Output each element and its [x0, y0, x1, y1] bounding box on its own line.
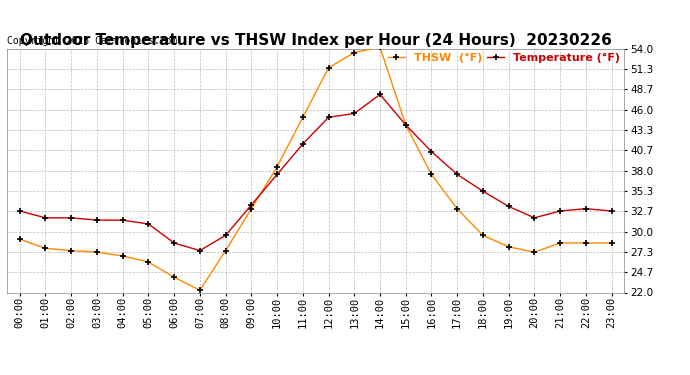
Temperature (°F): [427, 149, 435, 154]
Temperature (°F): [119, 218, 127, 222]
THSW  (°F): [67, 248, 75, 253]
THSW  (°F): [479, 233, 487, 238]
THSW  (°F): [196, 288, 204, 292]
THSW  (°F): [221, 248, 230, 253]
Temperature (°F): [453, 172, 462, 177]
Temperature (°F): [273, 172, 282, 177]
Temperature (°F): [221, 233, 230, 238]
THSW  (°F): [299, 115, 307, 120]
Line: THSW  (°F): THSW (°F): [17, 44, 615, 294]
Temperature (°F): [196, 248, 204, 253]
Temperature (°F): [67, 216, 75, 220]
Temperature (°F): [93, 218, 101, 222]
Temperature (°F): [247, 202, 255, 207]
THSW  (°F): [504, 244, 513, 249]
Temperature (°F): [16, 209, 24, 213]
Temperature (°F): [41, 216, 50, 220]
THSW  (°F): [144, 260, 152, 264]
THSW  (°F): [427, 172, 435, 177]
THSW  (°F): [376, 45, 384, 50]
THSW  (°F): [324, 66, 333, 70]
THSW  (°F): [530, 250, 538, 254]
THSW  (°F): [247, 207, 255, 211]
THSW  (°F): [556, 241, 564, 245]
THSW  (°F): [41, 246, 50, 250]
THSW  (°F): [402, 123, 410, 127]
Temperature (°F): [299, 142, 307, 146]
Temperature (°F): [607, 209, 615, 213]
THSW  (°F): [582, 241, 590, 245]
Text: Copyright 2023 Cartronics.com: Copyright 2023 Cartronics.com: [7, 36, 177, 46]
Temperature (°F): [376, 92, 384, 97]
Temperature (°F): [324, 115, 333, 120]
THSW  (°F): [16, 237, 24, 242]
Title: Outdoor Temperature vs THSW Index per Hour (24 Hours)  20230226: Outdoor Temperature vs THSW Index per Ho…: [20, 33, 611, 48]
Temperature (°F): [582, 207, 590, 211]
Temperature (°F): [144, 222, 152, 226]
THSW  (°F): [607, 241, 615, 245]
THSW  (°F): [453, 207, 462, 211]
Line: Temperature (°F): Temperature (°F): [17, 91, 615, 254]
Legend: THSW  (°F), Temperature (°F): THSW (°F), Temperature (°F): [384, 49, 624, 68]
THSW  (°F): [93, 250, 101, 254]
THSW  (°F): [273, 165, 282, 169]
Temperature (°F): [170, 241, 178, 245]
Temperature (°F): [504, 204, 513, 209]
Temperature (°F): [402, 123, 410, 127]
THSW  (°F): [119, 254, 127, 258]
Temperature (°F): [350, 111, 358, 116]
Temperature (°F): [556, 209, 564, 213]
THSW  (°F): [350, 50, 358, 55]
Temperature (°F): [530, 216, 538, 220]
Temperature (°F): [479, 189, 487, 194]
THSW  (°F): [170, 275, 178, 279]
